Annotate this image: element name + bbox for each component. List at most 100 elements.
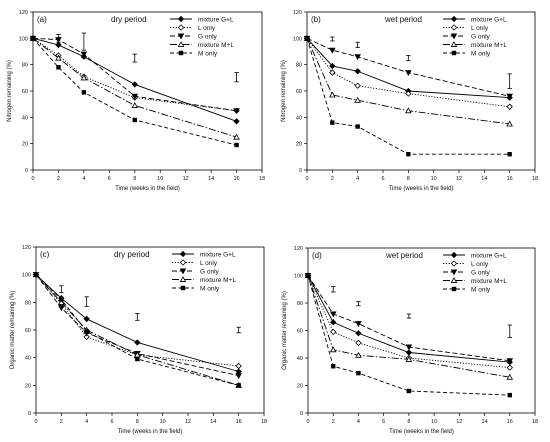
x-tick-label: 2 [332,419,335,425]
data-point [406,388,412,394]
panel-label: (a) [37,15,47,24]
data-point [80,74,88,81]
data-point [83,333,90,341]
y-tick-label: 80 [22,63,28,69]
plot-frame [307,247,536,414]
data-point [405,70,412,76]
y-tick-label: 120 [294,246,303,252]
y-tick-label: 80 [25,300,31,306]
x-tick-label: 2 [57,176,60,182]
panel-label: (b) [311,15,321,24]
x-tick-label: 6 [110,419,113,425]
data-point [405,349,413,356]
x-tick-label: 12 [185,419,191,425]
legend-label: M only [198,50,218,57]
x-tick-label: 8 [133,176,136,182]
y-tick-label: 0 [299,168,302,174]
series-line [35,274,239,367]
panel-title: dry period [111,15,147,24]
data-point [355,321,362,328]
y-tick-label: 0 [300,411,303,417]
x-tick-label: 8 [407,419,410,425]
x-tick-label: 2 [60,419,63,425]
legend-marker [451,286,457,292]
legend-label: G only [471,269,491,276]
legend-marker [179,276,187,282]
chart-panel: 0 2 4 6 8 10 12 14 16 18 0 20 40 60 80 100 120 Time (week… [281,10,538,192]
legend-label: L only [198,25,216,32]
legend-marker [178,50,184,56]
legend-marker [450,277,458,283]
data-point [134,339,141,346]
legend-label: mixture G+L [198,16,234,23]
data-point [329,62,336,70]
data-point [506,120,513,127]
legend-marker [179,259,187,266]
x-tick-label: 14 [481,176,487,182]
data-point [304,36,310,41]
data-point [329,69,336,76]
y-axis-label: Organic matter remaining (%) [10,291,16,370]
y-tick-label: 80 [296,63,302,69]
y-tick-label: 100 [294,274,303,280]
panel-title: wet period [385,251,423,260]
legend-marker [180,285,186,291]
x-axis-label: Time (weeks in the field) [115,186,180,192]
y-axis-label: Organic matter remaining (%) [282,291,288,370]
x-tick-label: 12 [456,419,462,425]
legend-marker [450,24,458,31]
data-point [83,315,90,323]
series-line [32,37,237,112]
legend-label: mixture M+L [471,278,507,285]
y-tick-label: 20 [297,384,303,390]
x-tick-label: 18 [532,176,538,182]
chart-panel: 0 2 4 6 8 10 12 14 16 18 0 20 40 60 80 100 120 Time (week… [10,245,267,435]
legend-marker [177,24,185,31]
data-point [354,68,361,75]
data-point [329,346,337,353]
y-tick-label: 100 [19,36,28,42]
data-point [355,351,362,358]
y-tick-label: 60 [25,328,31,334]
legend-marker [177,33,185,40]
data-point [331,364,336,369]
data-point [405,107,412,114]
x-tick-label: 12 [456,176,462,182]
chart-panel: 0 2 4 6 8 10 12 14 16 18 0 20 40 60 80 100 120 Time (week… [282,246,538,435]
chart-panel: 0 2 4 6 8 10 12 14 16 18 0 20 40 60 80 100 120 Time (week… [7,10,265,192]
y-tick-label: 40 [25,356,31,362]
data-point [406,152,411,157]
x-tick-label: 8 [136,419,139,425]
x-tick-label: 12 [183,176,189,182]
data-point [81,90,87,95]
y-tick-label: 60 [296,89,302,95]
legend-label: L only [200,260,218,267]
legend-label: G only [200,268,220,275]
legend-marker [177,15,185,23]
data-point [56,65,61,70]
data-point [507,392,512,398]
legend-label: mixture M+L [198,42,234,49]
legend-label: mixture M+L [471,42,507,49]
x-tick-label: 10 [431,176,437,182]
x-tick-label: 8 [407,176,410,182]
data-point [405,90,412,97]
data-point [329,47,336,54]
data-point [354,96,361,103]
x-tick-label: 6 [382,419,385,425]
data-point [58,298,65,305]
data-point [236,383,241,388]
data-point [405,355,413,362]
data-point [506,373,514,380]
data-point [233,133,240,140]
y-tick-label: 20 [296,142,302,148]
data-point [84,329,89,334]
data-point [330,120,335,125]
legend-label: mixture M+L [200,277,236,284]
data-point [329,91,336,98]
legend-label: mixture G+L [471,252,507,259]
y-tick-label: 80 [297,301,303,307]
data-point [354,54,361,61]
x-tick-label: 14 [210,419,216,425]
